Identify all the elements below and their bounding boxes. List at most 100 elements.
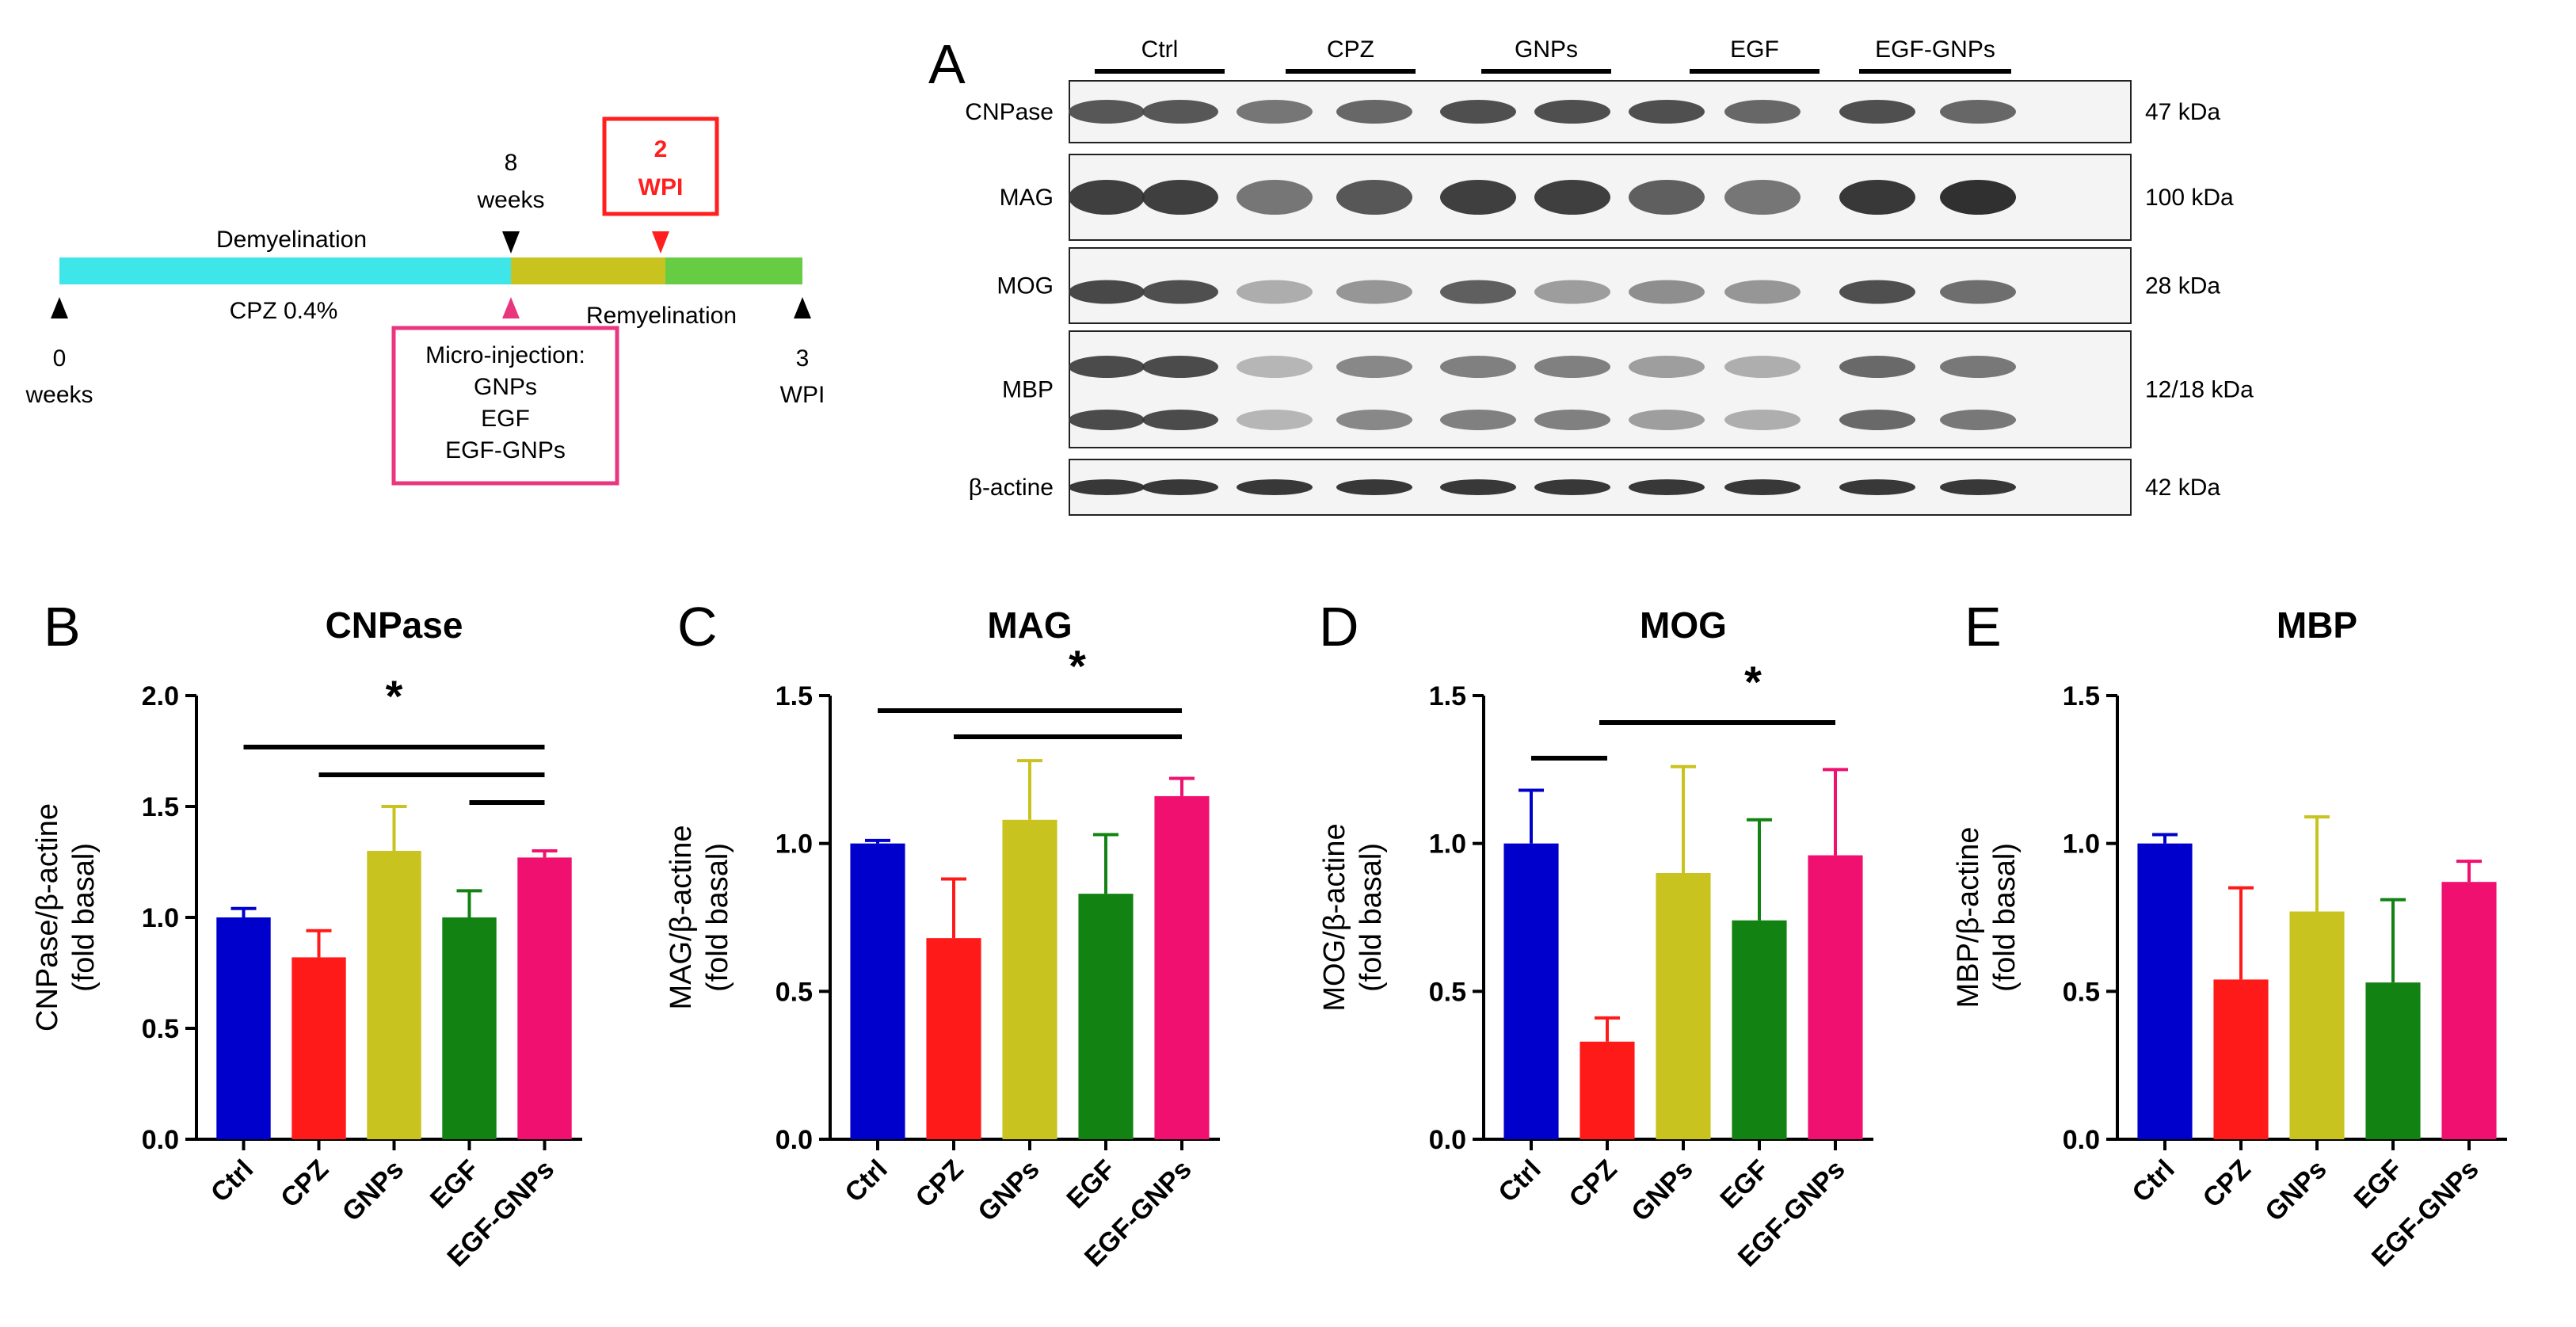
y-tick-label: 0.0 xyxy=(775,1125,813,1155)
blot-band-3-9-lower xyxy=(1940,410,2016,430)
x-tick-label: GNPs xyxy=(1625,1154,1698,1227)
blot-band-2-8 xyxy=(1839,280,1915,304)
blot-band-1-4 xyxy=(1440,180,1516,215)
significance-marker: * xyxy=(1069,641,1086,691)
blot-band-4-6 xyxy=(1629,479,1705,495)
y-axis-label: MOG/β-actine xyxy=(1318,823,1351,1011)
x-tick-label: Ctrl xyxy=(2126,1154,2180,1208)
blot-band-3-8-lower xyxy=(1839,410,1915,430)
blot-size-2: 28 kDa xyxy=(2145,273,2220,299)
y-tick-label: 2.0 xyxy=(142,681,179,711)
x-tick-label: GNPs xyxy=(972,1154,1045,1227)
blot-band-0-9 xyxy=(1940,100,2016,124)
blot-protein-2: MOG xyxy=(996,273,1054,299)
blot-band-3-0-lower xyxy=(1069,410,1145,430)
y-tick-label: 0.5 xyxy=(1429,977,1466,1007)
blot-band-4-5 xyxy=(1534,479,1610,495)
blot-band-3-7-lower xyxy=(1724,410,1801,430)
blot-protein-4: β-actine xyxy=(969,475,1054,501)
blot-band-1-3 xyxy=(1336,180,1412,215)
end-value: 3 xyxy=(796,345,810,372)
blot-band-3-5-lower xyxy=(1534,410,1610,430)
x-tick-label: CPZ xyxy=(910,1154,970,1214)
demyelination-label: Demyelination xyxy=(216,227,367,253)
significance-marker: * xyxy=(1744,657,1762,707)
blot-band-4-3 xyxy=(1336,479,1412,495)
blot-band-0-6 xyxy=(1629,100,1705,124)
panel-letter-c: C xyxy=(677,596,718,658)
blot-size-3: 12/18 kDa xyxy=(2145,377,2254,403)
blot-band-0-1 xyxy=(1142,100,1218,124)
y-tick-label: 1.5 xyxy=(142,792,179,822)
y-tick-label: 1.0 xyxy=(2063,829,2100,860)
bar-ctrl xyxy=(1503,843,1559,1139)
remyelination-early-segment xyxy=(511,257,665,284)
x-tick-label: EGF xyxy=(2348,1154,2408,1215)
blot-band-1-5 xyxy=(1534,180,1610,215)
chart-title: MBP xyxy=(2277,604,2357,646)
blot-band-3-2-upper xyxy=(1237,356,1313,378)
bar-egf-gnps xyxy=(1808,855,1863,1139)
bar-gnps xyxy=(2289,911,2345,1139)
blot-band-3-6-upper xyxy=(1629,356,1705,378)
injection-arrow-icon xyxy=(502,297,520,318)
y-axis-label-unit: (fold basal) xyxy=(1355,843,1388,992)
x-tick-label: Ctrl xyxy=(1492,1154,1546,1208)
panel-letter-d: D xyxy=(1319,596,1359,658)
western-blot: A Ctrl CPZ GNPs EGF EGF-GNPs CNPase 47 kDa MAG 1… xyxy=(928,33,2254,516)
blot-band-0-0 xyxy=(1069,100,1145,124)
y-tick-label: 0.0 xyxy=(142,1125,179,1155)
bar-ctrl xyxy=(216,917,271,1139)
blot-band-2-6 xyxy=(1629,280,1705,304)
end-unit: WPI xyxy=(780,382,825,408)
bar-cpz xyxy=(2213,979,2269,1139)
blot-band-2-4 xyxy=(1440,280,1516,304)
x-tick-label: CPZ xyxy=(2197,1154,2257,1214)
timeline: Demyelination CPZ 0.4% Remyelination 0 w… xyxy=(25,116,825,486)
y-tick-label: 1.0 xyxy=(775,829,813,860)
y-tick-label: 0.5 xyxy=(2063,977,2100,1007)
bar-ctrl xyxy=(2137,843,2193,1139)
blot-band-0-7 xyxy=(1724,100,1801,124)
blot-band-1-8 xyxy=(1839,180,1915,215)
blot-size-4: 42 kDa xyxy=(2145,475,2220,501)
blot-strip-3 xyxy=(1069,330,2132,448)
blot-band-3-1-upper xyxy=(1142,356,1218,378)
chart-mog: D MOG 0.0 0.5 1.0 1.5 MOG/β-actine (fold basal)… xyxy=(1318,596,1873,1273)
bar-egf xyxy=(2365,982,2421,1139)
bar-cpz xyxy=(1580,1041,1635,1139)
blot-band-4-8 xyxy=(1839,479,1915,495)
y-axis-label-unit: (fold basal) xyxy=(67,843,101,992)
wpi-arrow-icon xyxy=(652,231,669,254)
demyelination-segment xyxy=(59,257,511,284)
remyelination-label: Remyelination xyxy=(586,303,737,329)
bar-gnps xyxy=(1656,873,1711,1139)
blot-band-1-7 xyxy=(1724,180,1801,215)
start-unit: weeks xyxy=(25,382,93,408)
wpi-box xyxy=(602,116,719,216)
chart-title: CNPase xyxy=(326,604,463,646)
bar-ctrl xyxy=(850,843,905,1139)
blot-band-2-9 xyxy=(1940,280,2016,304)
y-tick-label: 0.0 xyxy=(1429,1125,1466,1155)
blot-band-3-3-upper xyxy=(1336,356,1412,378)
chart-title: MOG xyxy=(1640,604,1727,646)
y-tick-label: 1.5 xyxy=(2063,681,2100,711)
chart-cnpase: B CNPase 0.0 0.5 1.0 1.5 2.0 CNPase/β-actine (fo… xyxy=(31,596,582,1273)
blot-band-3-3-lower xyxy=(1336,410,1412,430)
bar-gnps xyxy=(1002,819,1057,1139)
panel-letter-b: B xyxy=(44,596,81,658)
end-arrow-icon xyxy=(794,297,811,318)
blot-group-2: GNPs xyxy=(1515,36,1578,63)
blot-size-0: 47 kDa xyxy=(2145,99,2220,125)
blot-band-2-5 xyxy=(1534,280,1610,304)
bar-cpz xyxy=(292,957,346,1139)
blot-band-3-5-upper xyxy=(1534,356,1610,378)
y-axis-label-unit: (fold basal) xyxy=(701,843,734,992)
bar-cpz xyxy=(926,938,981,1139)
blot-band-2-2 xyxy=(1237,280,1313,304)
significance-marker: * xyxy=(386,671,403,721)
x-tick-label: Ctrl xyxy=(205,1154,259,1208)
blot-band-3-2-lower xyxy=(1237,410,1313,430)
